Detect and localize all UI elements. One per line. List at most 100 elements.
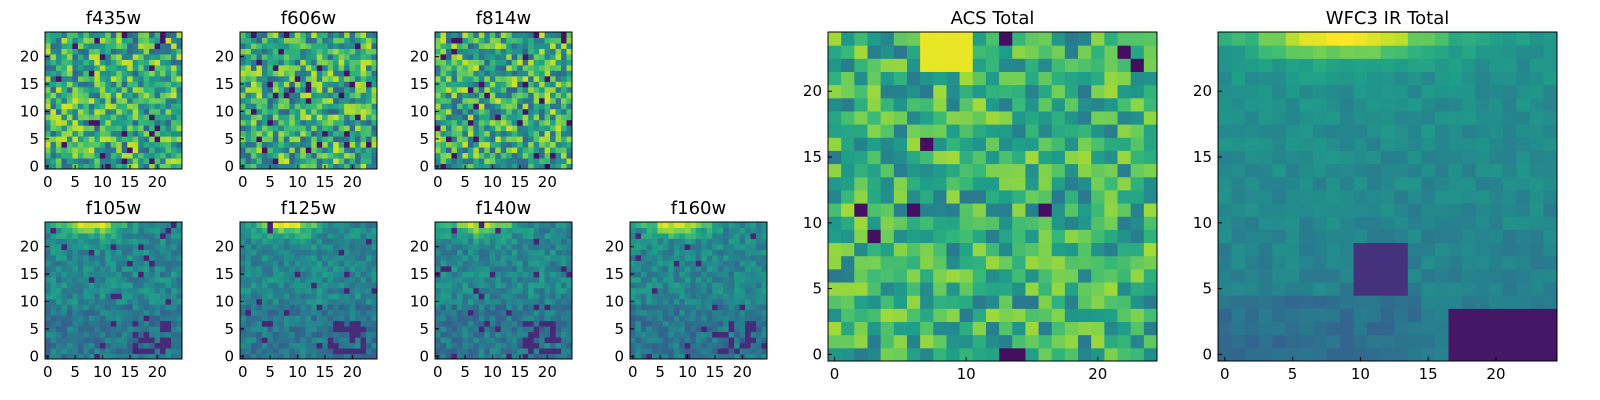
heatmap-cell xyxy=(349,238,356,245)
heatmap-cell xyxy=(77,348,84,355)
heatmap-cell xyxy=(489,32,496,38)
heatmap-cell xyxy=(445,232,452,239)
heatmap-cell xyxy=(511,331,518,338)
heatmap-cell xyxy=(723,326,730,333)
heatmap-cell xyxy=(272,97,279,104)
heatmap-cell xyxy=(701,353,708,360)
heatmap-cell xyxy=(105,276,112,283)
heatmap-cell xyxy=(706,304,713,311)
heatmap-cell xyxy=(272,342,279,349)
heatmap-cell xyxy=(728,227,735,234)
heatmap-cell xyxy=(1064,189,1079,204)
heatmap-cell xyxy=(272,125,279,132)
heatmap-cell xyxy=(456,320,463,327)
heatmap-cell xyxy=(522,147,529,154)
heatmap-cell xyxy=(267,342,274,349)
heatmap-cell xyxy=(533,147,540,154)
heatmap-cell xyxy=(267,48,274,55)
heatmap-cell xyxy=(550,326,557,333)
heatmap-cell xyxy=(50,130,57,137)
heatmap-cell xyxy=(55,147,62,154)
heatmap-cell xyxy=(1117,137,1132,151)
heatmap-cell xyxy=(72,75,79,82)
heatmap-cell xyxy=(1078,163,1092,178)
heatmap-cell xyxy=(261,282,268,289)
heatmap-cell xyxy=(544,158,551,165)
heatmap-cell xyxy=(327,353,334,360)
heatmap-cell xyxy=(121,130,128,137)
y-tick-label: 15 xyxy=(215,265,234,283)
heatmap-cell xyxy=(311,141,318,148)
heatmap-cell xyxy=(256,337,263,344)
heatmap-cell xyxy=(338,48,345,55)
heatmap-cell xyxy=(256,243,263,250)
heatmap-cell xyxy=(690,331,697,338)
heatmap-cell xyxy=(171,108,178,115)
heatmap-cell xyxy=(305,265,312,272)
heatmap-cell xyxy=(360,147,367,154)
heatmap-cell xyxy=(88,32,95,38)
heatmap-cell xyxy=(959,189,974,204)
heatmap-cell xyxy=(45,309,51,316)
heatmap-cell xyxy=(371,342,378,349)
heatmap-cell xyxy=(121,81,128,88)
heatmap-cell xyxy=(355,232,362,239)
heatmap-cell xyxy=(176,48,183,55)
heatmap-cell xyxy=(83,81,90,88)
heatmap-cell xyxy=(278,260,285,267)
heatmap-cell xyxy=(176,125,183,132)
heatmap-cell xyxy=(906,295,921,309)
heatmap-cell xyxy=(566,353,573,360)
heatmap-cell xyxy=(657,243,664,250)
heatmap-cell xyxy=(828,110,842,125)
heatmap-cell xyxy=(467,287,474,294)
heatmap-cell xyxy=(701,271,708,278)
heatmap-cell xyxy=(445,238,452,245)
heatmap-cell xyxy=(338,309,345,316)
heatmap-cell xyxy=(143,92,150,99)
heatmap-cell xyxy=(261,92,268,99)
heatmap-cell xyxy=(267,92,274,99)
heatmap-cell xyxy=(484,260,491,267)
heatmap-cell xyxy=(1025,282,1040,296)
heatmap-cell xyxy=(94,114,101,121)
heatmap-cell xyxy=(110,326,117,333)
heatmap-cell xyxy=(88,298,95,305)
heatmap-cell xyxy=(305,42,312,49)
heatmap-cell xyxy=(717,254,724,261)
heatmap-cell xyxy=(83,331,90,338)
heatmap-cell xyxy=(473,119,480,126)
heatmap-cell xyxy=(240,130,246,137)
heatmap-cell xyxy=(88,260,95,267)
heatmap-cell xyxy=(311,282,318,289)
heatmap-cell xyxy=(1091,189,1105,204)
heatmap-cell xyxy=(1051,321,1066,336)
heatmap-cell xyxy=(528,125,535,132)
heatmap-cell xyxy=(550,130,557,137)
heatmap-cell xyxy=(300,282,307,289)
heatmap-cell xyxy=(77,70,84,77)
heatmap-cell xyxy=(66,92,73,99)
heatmap-cell xyxy=(138,53,145,60)
heatmap-cell xyxy=(640,304,647,311)
heatmap-cell xyxy=(651,353,658,360)
heatmap-cell xyxy=(1117,308,1132,323)
heatmap-cell xyxy=(72,271,79,278)
heatmap-cell xyxy=(240,222,246,228)
heatmap-cell xyxy=(1143,229,1158,244)
heatmap-cell xyxy=(245,342,252,349)
heatmap-cell xyxy=(566,222,573,228)
heatmap-cell xyxy=(566,320,573,327)
heatmap-cell xyxy=(138,48,145,55)
heatmap-cell xyxy=(143,42,150,49)
heatmap-cell xyxy=(1051,137,1066,151)
heatmap-cell xyxy=(165,114,172,121)
heatmap-cell xyxy=(511,163,518,170)
heatmap-cell xyxy=(138,158,145,165)
heatmap-cell xyxy=(550,32,557,38)
heatmap-cell xyxy=(1064,255,1079,270)
heatmap-cell xyxy=(66,158,73,165)
heatmap-cell xyxy=(240,119,246,126)
heatmap-cell xyxy=(517,304,524,311)
heatmap-cell xyxy=(72,103,79,110)
